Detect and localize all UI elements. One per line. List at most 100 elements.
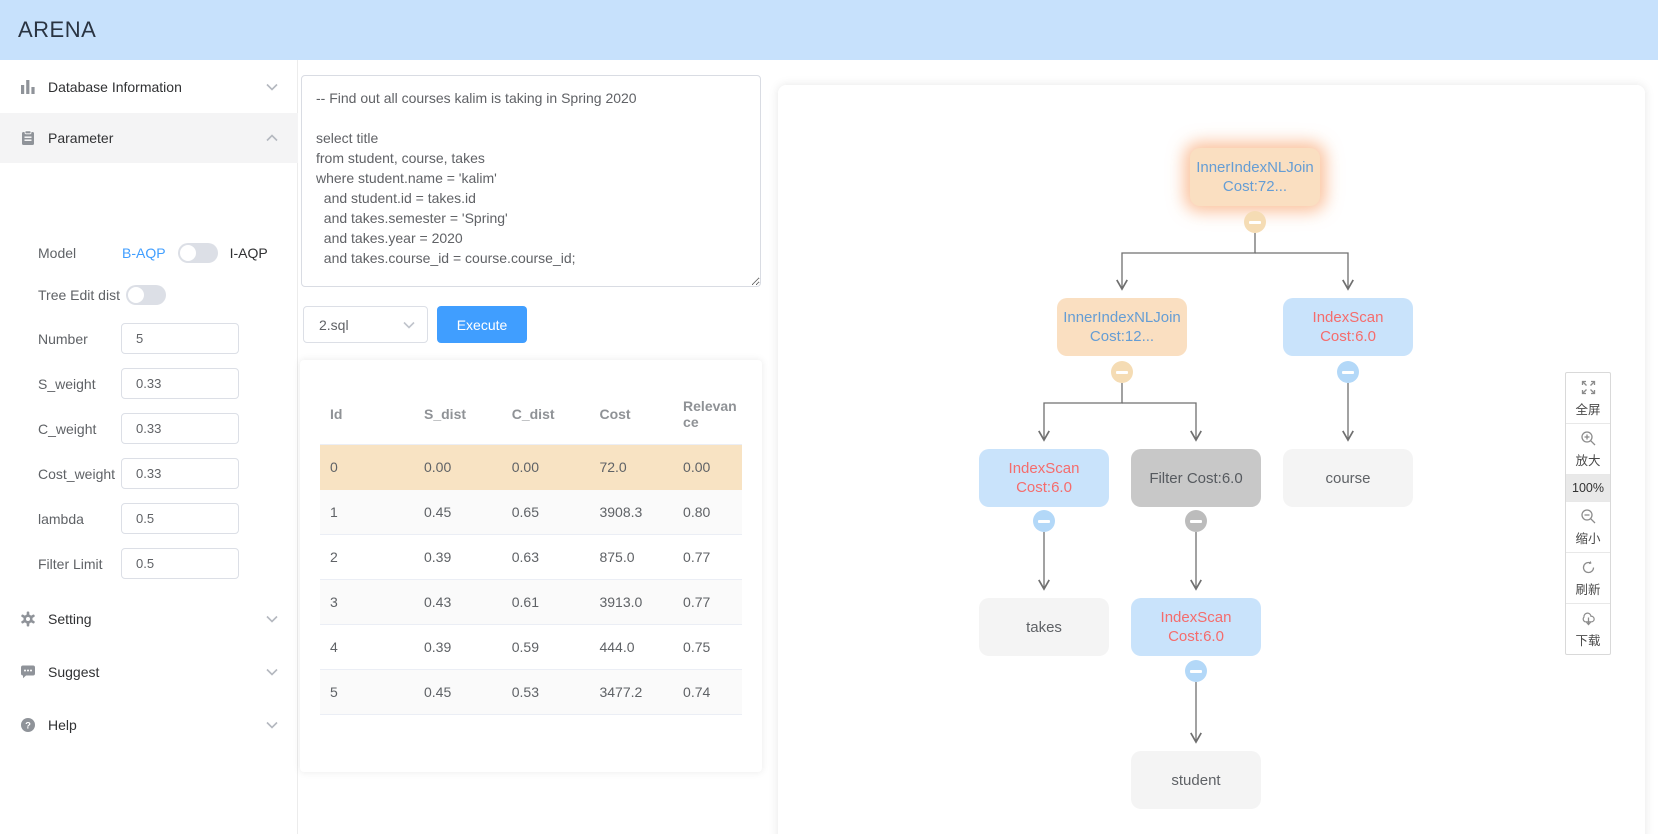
- collapse-button[interactable]: [1337, 361, 1359, 383]
- cell-c-dist: 0.59: [501, 624, 590, 670]
- col-header-relevance: Relevance: [673, 384, 742, 445]
- svg-text:?: ?: [25, 720, 31, 731]
- cell-id: 1: [320, 489, 414, 535]
- plan-node-inner-join[interactable]: InnerIndexNLJoin Cost:12...: [1057, 298, 1187, 356]
- c-weight-input[interactable]: [121, 413, 239, 444]
- cell-c-dist: 0.65: [501, 489, 590, 535]
- node-cost: Cost:6.0: [1168, 628, 1224, 645]
- node-operator: IndexScan: [1160, 609, 1232, 626]
- sidebar-item-label: Parameter: [48, 130, 114, 146]
- cell-cost: 3908.3: [589, 489, 674, 535]
- col-header-s-dist: S_dist: [414, 384, 502, 445]
- sidebar-item-label: Suggest: [48, 664, 100, 680]
- tree-toolbar: 全屏 放大 100% 缩小: [1565, 372, 1611, 655]
- node-table-name: takes: [1026, 618, 1062, 636]
- cell-s-dist: 0.43: [414, 579, 502, 625]
- table-row[interactable]: 3 0.43 0.61 3913.0 0.77: [320, 579, 742, 625]
- tree-edit-dist-toggle[interactable]: [126, 284, 166, 305]
- table-row[interactable]: 0 0.00 0.00 72.0 0.00: [320, 444, 742, 490]
- chevron-down-icon: [266, 83, 278, 91]
- sql-file-select[interactable]: 2.sql: [303, 306, 428, 343]
- table-row[interactable]: 4 0.39 0.59 444.0 0.75: [320, 624, 742, 670]
- cell-id: 4: [320, 624, 414, 670]
- node-operator: Filter Cost:6.0: [1149, 469, 1243, 487]
- plan-node-indexscan-student[interactable]: IndexScan Cost:6.0: [1131, 598, 1261, 656]
- param-field: Number: [38, 323, 278, 354]
- collapse-button[interactable]: [1185, 660, 1207, 682]
- cell-s-dist: 0.00: [414, 444, 502, 490]
- plan-node-student-table[interactable]: student: [1131, 751, 1261, 809]
- cell-cost: 3477.2: [589, 669, 674, 715]
- plan-node-indexscan-course[interactable]: IndexScan Cost:6.0: [1283, 298, 1413, 356]
- param-field: Cost_weight: [38, 458, 278, 489]
- param-field: S_weight: [38, 368, 278, 399]
- table-row[interactable]: 2 0.39 0.63 875.0 0.77: [320, 534, 742, 580]
- download-button[interactable]: 下载: [1566, 604, 1610, 654]
- node-cost: Cost:6.0: [1016, 479, 1072, 496]
- cell-relevance: 0.77: [673, 534, 742, 580]
- toggle-knob: [128, 286, 144, 303]
- results-table: Id S_dist C_dist Cost Relevance 0 0.00 0…: [320, 384, 742, 715]
- cell-relevance: 0.77: [673, 579, 742, 625]
- clipboard-icon: [20, 130, 36, 146]
- plan-node-indexscan-takes[interactable]: IndexScan Cost:6.0: [979, 449, 1109, 507]
- question-icon: ?: [20, 717, 36, 733]
- node-cost: Cost:12...: [1089, 328, 1155, 345]
- collapse-button[interactable]: [1185, 510, 1207, 532]
- sidebar-item-label: Database Information: [48, 79, 182, 95]
- zoom-in-icon: [1580, 431, 1595, 446]
- cost-weight-input[interactable]: [121, 458, 239, 489]
- sidebar-item-parameter[interactable]: Parameter: [0, 113, 298, 163]
- field-label: C_weight: [38, 420, 97, 437]
- plan-node-root-join[interactable]: InnerIndexNLJoin Cost:72...: [1190, 148, 1320, 206]
- refresh-button[interactable]: 刷新: [1566, 553, 1610, 604]
- field-label: Filter Limit: [38, 555, 103, 572]
- collapse-button[interactable]: [1244, 211, 1266, 233]
- lambda-input[interactable]: [121, 503, 239, 534]
- sidebar-item-help[interactable]: ? Help: [0, 700, 298, 750]
- query-plan-panel: InnerIndexNLJoin Cost:72... InnerIndexNL…: [778, 85, 1645, 834]
- sidebar-item-setting[interactable]: Setting: [0, 594, 298, 644]
- collapse-button[interactable]: [1033, 510, 1055, 532]
- sidebar: Database Information Parameter Model B-A…: [0, 60, 298, 834]
- sidebar-item-database-information[interactable]: Database Information: [0, 62, 298, 112]
- table-row[interactable]: 1 0.45 0.65 3908.3 0.80: [320, 489, 742, 535]
- field-label: lambda: [38, 510, 84, 527]
- cell-s-dist: 0.45: [414, 489, 502, 535]
- execute-button[interactable]: Execute: [437, 306, 527, 343]
- cell-relevance: 0.74: [673, 669, 742, 715]
- param-field: Filter Limit: [38, 548, 278, 579]
- number-input[interactable]: [121, 323, 239, 354]
- node-table-name: course: [1325, 469, 1371, 487]
- zoom-out-button[interactable]: 缩小: [1566, 502, 1610, 553]
- field-label: S_weight: [38, 375, 96, 392]
- node-operator: InnerIndexNLJoin: [1063, 309, 1181, 326]
- cell-s-dist: 0.39: [414, 534, 502, 580]
- filter-limit-input[interactable]: [121, 548, 239, 579]
- sql-editor[interactable]: -- Find out all courses kalim is taking …: [301, 75, 761, 287]
- collapse-button[interactable]: [1111, 361, 1133, 383]
- chevron-up-icon: [266, 134, 278, 142]
- model-baqp-option[interactable]: B-AQP: [122, 244, 166, 261]
- node-operator: IndexScan: [1312, 309, 1384, 326]
- cell-s-dist: 0.45: [414, 669, 502, 715]
- plan-node-course-table[interactable]: course: [1283, 449, 1413, 507]
- cell-cost: 875.0: [589, 534, 674, 580]
- cell-s-dist: 0.39: [414, 624, 502, 670]
- s-weight-input[interactable]: [121, 368, 239, 399]
- sidebar-item-suggest[interactable]: Suggest: [0, 647, 298, 697]
- col-header-cost: Cost: [589, 384, 674, 445]
- selected-file: 2.sql: [319, 316, 349, 333]
- model-iaqp-option[interactable]: I-AQP: [229, 244, 268, 261]
- node-cost: Cost:6.0: [1320, 328, 1376, 345]
- fullscreen-button[interactable]: 全屏: [1566, 373, 1610, 424]
- download-icon: [1582, 612, 1595, 626]
- model-toggle[interactable]: [177, 242, 218, 263]
- table-row[interactable]: 5 0.45 0.53 3477.2 0.74: [320, 669, 742, 715]
- bar-chart-icon: [20, 79, 36, 95]
- zoom-in-button[interactable]: 放大: [1566, 424, 1610, 475]
- plan-node-takes-table[interactable]: takes: [979, 598, 1109, 656]
- plan-node-filter[interactable]: Filter Cost:6.0: [1131, 449, 1261, 507]
- cell-cost: 72.0: [589, 444, 674, 490]
